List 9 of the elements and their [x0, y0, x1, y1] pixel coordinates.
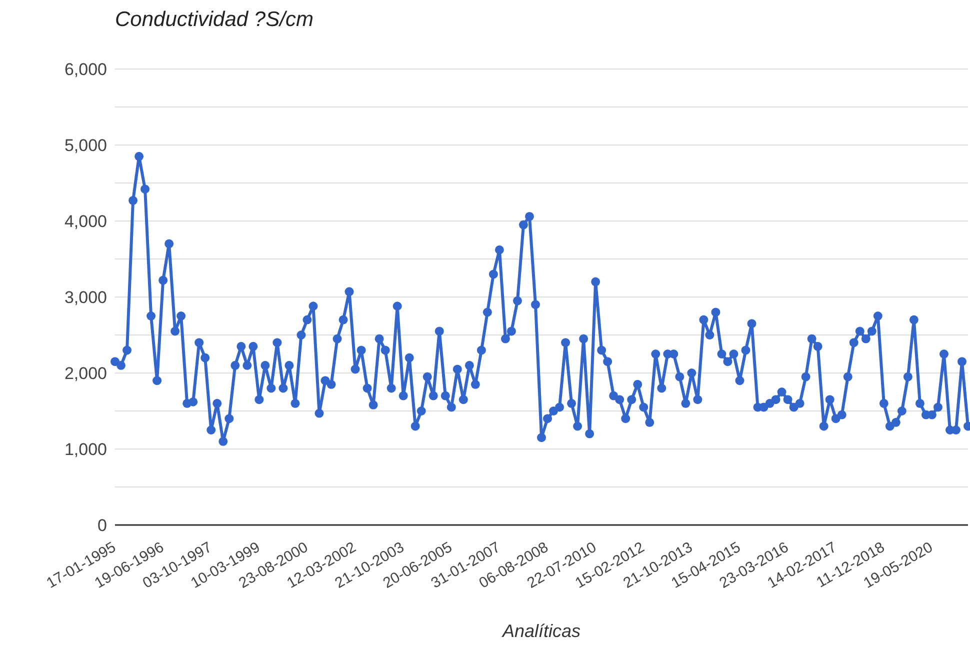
x-axis-title: Analíticas: [501, 621, 581, 641]
y-tick-label: 0: [98, 516, 107, 536]
chart-title: Conductividad ?S/cm: [115, 8, 314, 32]
y-tick-label: 2,000: [64, 364, 107, 384]
y-tick-label: 4,000: [64, 212, 107, 232]
y-tick-label: 5,000: [64, 136, 107, 156]
y-tick-label: 1,000: [64, 440, 107, 460]
y-tick-label: 3,000: [64, 288, 107, 308]
y-tick-label: 6,000: [64, 60, 107, 80]
